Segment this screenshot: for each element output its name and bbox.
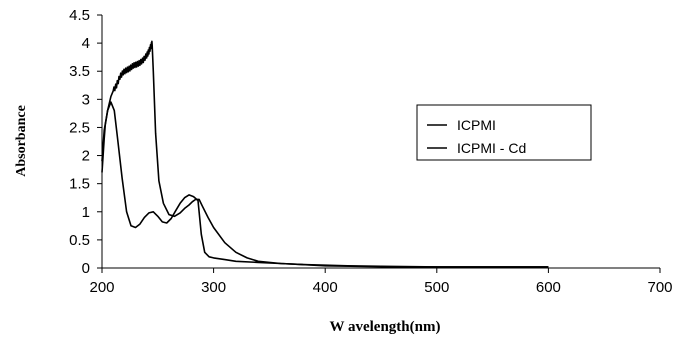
y-tick-label: 1.5 [69,176,90,193]
x-tick-label: 700 [647,279,672,296]
x-tick-label: 400 [313,279,338,296]
y-tick-label: 0 [82,260,90,277]
legend: ICPMI ICPMI - Cd [416,104,592,161]
x-tick-label: 200 [89,279,114,296]
y-tick-label: 2 [82,148,90,165]
legend-box [416,104,592,161]
legend-label-icpmi-cd: ICPMI - Cd [457,140,526,156]
y-tick-label: 1 [82,204,90,221]
axes-layer [101,15,660,269]
x-tick-label: 600 [536,279,561,296]
x-tick-label: 300 [201,279,226,296]
y-tick-label: 3.5 [69,63,90,80]
x-axis-title: W avelength(nm) [330,319,441,335]
x-tick-label: 500 [424,279,449,296]
y-axis-title: Absorbance [14,105,29,177]
series-line-icpmi-cd [101,40,549,268]
legend-label-icpmi: ICPMI [457,117,496,133]
ticks-layer: 0 0.5 1 1.5 2 2.5 3 3.5 4 4.5 200 300 400 500 600 700 [69,7,672,296]
y-tick-label: 3 [82,91,90,108]
y-tick-label: 0.5 [69,232,90,249]
y-tick-label: 4 [82,35,90,52]
y-tick-label: 4.5 [69,7,90,24]
y-tick-label: 2.5 [69,119,90,136]
series-layer [101,40,549,268]
